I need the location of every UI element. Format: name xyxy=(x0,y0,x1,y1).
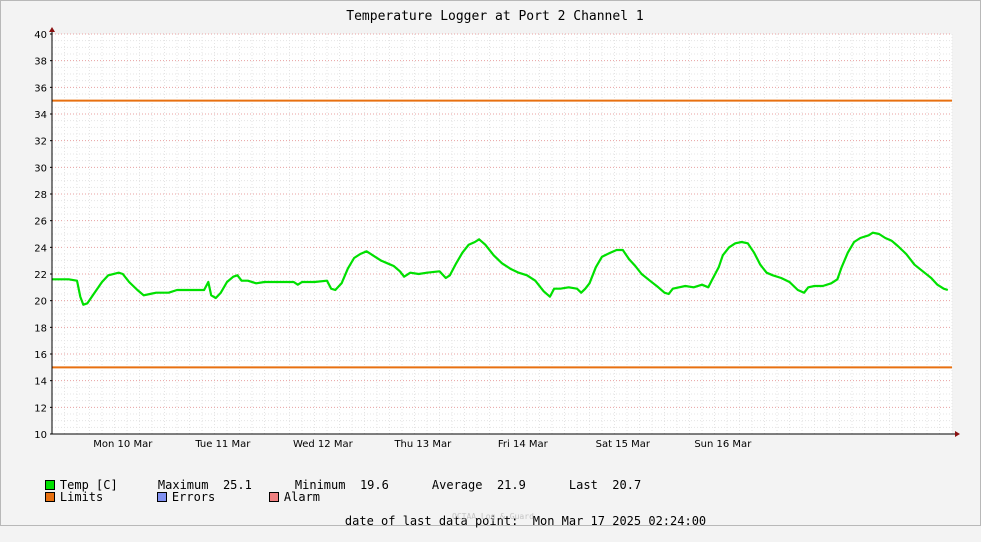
y-tick-label: 20 xyxy=(34,297,47,308)
limits-legend-label: Limits xyxy=(59,490,104,504)
axes xyxy=(49,27,960,437)
errors-swatch xyxy=(156,492,167,502)
legend-limits: Limits xyxy=(16,476,103,518)
chart-frame: Temperature Logger at Port 2 Channel 1 1… xyxy=(0,0,981,528)
series-layer xyxy=(52,231,949,306)
x-tick-label: Thu 13 Mar xyxy=(393,439,452,450)
stat-max: Maximum 25.1 xyxy=(129,464,252,506)
grid xyxy=(51,33,953,435)
x-tick-label: Wed 12 Mar xyxy=(293,439,354,450)
x-tick-label: Fri 14 Mar xyxy=(498,439,549,450)
stat-last: Last 20.7 xyxy=(540,464,641,506)
x-tick-label: Tue 11 Mar xyxy=(194,439,251,450)
y-tick-label: 14 xyxy=(34,377,47,388)
stat-avg: Average 21.9 xyxy=(403,464,526,506)
x-tick-label: Sat 15 Mar xyxy=(596,439,651,450)
limit-lines xyxy=(52,99,952,369)
min-label: Minimum xyxy=(294,478,346,492)
legend-errors: Errors xyxy=(128,476,215,518)
y-tick-label: 10 xyxy=(34,430,47,441)
y-tick-label: 24 xyxy=(34,243,47,254)
stat-min: Minimum 19.6 xyxy=(266,464,389,506)
last-point-label: date of last data point: xyxy=(344,514,519,528)
temp-swatch xyxy=(44,480,55,490)
alarm-legend-label: Alarm xyxy=(283,490,321,504)
credit-text: OCTAA Log & Guard xyxy=(452,512,534,521)
legend-alarm: Alarm xyxy=(240,476,320,518)
y-tick-label: 26 xyxy=(34,217,47,228)
y-tick-label: 28 xyxy=(34,190,47,201)
y-tick-label: 34 xyxy=(34,110,47,121)
avg-value: 21.9 xyxy=(496,478,526,492)
last-point-value: Mon Mar 17 2025 02:24:00 xyxy=(532,514,707,528)
min-value: 19.6 xyxy=(359,478,389,492)
alarm-swatch xyxy=(268,492,279,502)
y-tick-label: 22 xyxy=(34,270,47,281)
x-axis-arrow xyxy=(955,431,960,437)
y-tick-label: 12 xyxy=(34,403,47,414)
max-label: Maximum xyxy=(157,478,209,492)
avg-label: Average xyxy=(431,478,483,492)
last-value: 20.7 xyxy=(612,478,642,492)
y-tick-label: 38 xyxy=(34,57,47,68)
y-tick-labels: 10 12 14 16 18 20 22 24 26 28 30 32 34 36 38 40 xyxy=(34,30,52,441)
x-tick-label: Mon 10 Mar xyxy=(93,439,153,450)
y-tick-label: 30 xyxy=(34,163,47,174)
temperature-chart: Temperature Logger at Port 2 Channel 1 1… xyxy=(34,9,960,450)
y-tick-label: 18 xyxy=(34,323,47,334)
y-tick-label: 36 xyxy=(34,83,47,94)
errors-legend-label: Errors xyxy=(171,490,216,504)
y-axis-arrow xyxy=(49,27,55,32)
x-tick-label: Sun 16 Mar xyxy=(694,439,752,450)
y-tick-label: 32 xyxy=(34,137,47,148)
last-data-point: date of last data point: Mon Mar 17 2025… xyxy=(316,500,706,542)
x-tick-labels: Mon 10 Mar Tue 11 Mar Wed 12 Mar Thu 13 Mar… xyxy=(93,439,752,450)
temp-legend-label: Temp [C] xyxy=(59,478,118,492)
legend-row-1: Temp [C] xyxy=(16,464,118,506)
last-label: Last xyxy=(568,478,598,492)
max-value: 25.1 xyxy=(222,478,252,492)
y-tick-label: 16 xyxy=(34,350,47,361)
chart-title: Temperature Logger at Port 2 Channel 1 xyxy=(346,9,643,24)
limits-swatch xyxy=(44,492,55,502)
y-tick-label: 40 xyxy=(34,30,47,41)
temperature-series-line xyxy=(52,231,949,306)
